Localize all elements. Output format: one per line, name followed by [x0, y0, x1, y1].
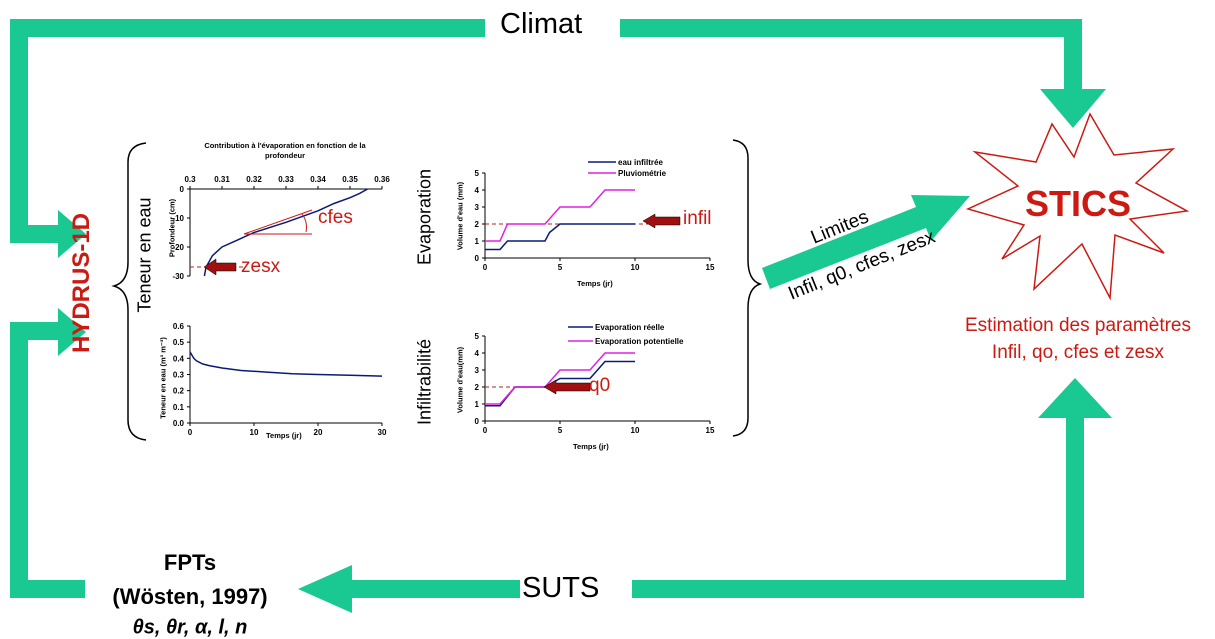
chart4-ylabel: Volume d'eau(mm): [455, 346, 465, 414]
c1-ytick-label: 0: [180, 185, 185, 194]
climat-loop-arrow: [10, 19, 1106, 258]
c2-xtick-label: 20: [314, 428, 323, 437]
c1-xtick-label: 0.32: [246, 175, 262, 184]
c3-series-0-line: [485, 223, 635, 251]
chart4-xlabel: Temps (jr): [573, 442, 609, 451]
climat-label: Climat: [500, 8, 583, 40]
chart1-ylabel: Profondeur (cm): [167, 198, 177, 258]
c2-ytick-label: 0.4: [173, 354, 185, 363]
c1-xtick-label: 0.31: [214, 175, 230, 184]
evaporation-label: Evaporation: [414, 168, 435, 266]
c4-legend: Evaporation réelle Evaporation potentiel…: [568, 323, 684, 346]
c1-series-0-line: [203, 188, 368, 277]
c1-xtick-label: 0.36: [374, 175, 390, 184]
c1-ytick-label: -20: [172, 243, 184, 252]
c3-ytick-label: 5: [475, 169, 480, 178]
c4-ytick-label: 5: [475, 332, 480, 341]
c1-xtick-label: 0.33: [278, 175, 294, 184]
c2-xtick-label: 30: [378, 428, 387, 437]
chart-evap-depth: 0.3 0.31 0.32 0.33 0.34 0.35 0.36 0 -10 -20 -30 Co…: [172, 141, 390, 281]
c1-ytick-label: -30: [172, 272, 184, 281]
fpts-reference: (Wösten, 1997): [112, 584, 268, 609]
legend-label-evap-reelle: Evaporation réelle: [595, 323, 665, 332]
c4-xtick-label: 10: [631, 426, 640, 435]
chart1-title-line2: profondeur: [265, 151, 305, 160]
chart-teneur-time: 0 10 20 30 0.0 0.1 0.2 0.3 0.4 0.5 0.6: [173, 322, 387, 437]
c2-xtick-label: 10: [250, 428, 259, 437]
c4-ytick-label: 2: [475, 383, 480, 392]
legend-label-eau-infiltree: eau infiltrée: [618, 158, 663, 167]
c3-ytick-label: 1: [475, 237, 480, 246]
c1-xtick-label: 0.35: [342, 175, 358, 184]
c4-xtick-label: 0: [483, 426, 488, 435]
c1-xtick-label: 0.3: [184, 175, 196, 184]
c4-xtick-label: 15: [706, 426, 715, 435]
right-brace: [732, 139, 763, 437]
cfes-angle-arc: [301, 213, 307, 233]
cfes-annotation: cfes: [318, 207, 353, 228]
zesx-annotation: zesx: [241, 256, 281, 277]
c4-ytick-label: 4: [475, 349, 480, 358]
suts-label: SUTS: [522, 572, 600, 604]
c4-ytick-label: 0: [475, 417, 480, 426]
c2-series-0-line: [189, 351, 383, 377]
zesx-arrow: [203, 258, 237, 276]
fpts-parameters: θs, θr, α, l, n: [132, 616, 248, 639]
c4-xtick-label: 5: [558, 426, 563, 435]
c3-ytick-label: 2: [475, 220, 480, 229]
c3-xtick-label: 5: [558, 263, 563, 272]
estimation-line1: Estimation des paramètres: [965, 315, 1191, 336]
teneur-en-eau-label: Teneur en eau: [134, 197, 155, 313]
q0-annotation: q0: [589, 375, 611, 396]
c2-ytick-label: 0.0: [173, 419, 185, 428]
c2-ytick-label: 0.3: [173, 371, 185, 380]
c4-ytick-label: 3: [475, 366, 480, 375]
fpts-title: FPTs: [163, 550, 217, 575]
chart3-xlabel: Temps (jr): [577, 279, 613, 288]
infiltrabilite-label: Infiltrabilité: [414, 338, 435, 426]
c3-ytick-label: 3: [475, 203, 480, 212]
c1-xtick-label: 0.34: [310, 175, 326, 184]
chart-infil-volume: 0 5 10 15 0 1 2 3 4 5 Evaporation réelle Evaporat…: [475, 323, 715, 435]
c2-ytick-label: 0.6: [173, 322, 185, 331]
chart2-ylabel: Teneur en eau (m³ m⁻³): [158, 337, 168, 419]
infil-arrow: [642, 213, 681, 229]
c4-series-1-line: [485, 352, 635, 405]
c3-xtick-label: 10: [631, 263, 640, 272]
c3-xtick-label: 0: [483, 263, 488, 272]
stics-label: STICS: [1024, 183, 1132, 224]
cfes-tangent-slope: [243, 209, 313, 235]
stics-starburst: [965, 112, 1190, 301]
legend-label-evap-potentielle: Evaporation potentielle: [595, 337, 684, 346]
legend-label-pluviometrie: Pluviométrie: [618, 169, 667, 178]
hydrus-label: HYDRUS-1D: [68, 212, 95, 354]
limites-arrow: [762, 195, 970, 289]
chart1-title-line1: Contribution à l'évaporation en fonction…: [204, 141, 366, 150]
c3-series-1-line: [485, 189, 635, 242]
c2-ytick-label: 0.1: [173, 403, 185, 412]
c2-xtick-label: 0: [188, 428, 193, 437]
chart-evap-volume: 0 5 10 15 0 1 2 3 4 5 eau infiltrée Pluviométrie: [475, 158, 715, 272]
c3-xtick-label: 15: [706, 263, 715, 272]
c3-legend: eau infiltrée Pluviométrie: [588, 158, 667, 178]
chart2-xlabel: Temps (jr): [266, 431, 302, 440]
c3-ytick-label: 4: [475, 186, 480, 195]
estimation-line2: Infil, qo, cfes et zesx: [991, 342, 1165, 363]
chart3-ylabel: Volume d'eau (mm): [455, 181, 465, 251]
q0-arrow: [543, 379, 591, 395]
left-brace: [111, 142, 147, 441]
c3-ytick-label: 0: [475, 254, 480, 263]
c2-ytick-label: 0.2: [173, 387, 185, 396]
c2-ytick-label: 0.5: [173, 338, 185, 347]
suts-loop-arrow: [10, 308, 1112, 613]
c1-ytick-label: -10: [172, 214, 184, 223]
c4-ytick-label: 1: [475, 400, 480, 409]
infil-annotation: infil: [683, 208, 712, 229]
